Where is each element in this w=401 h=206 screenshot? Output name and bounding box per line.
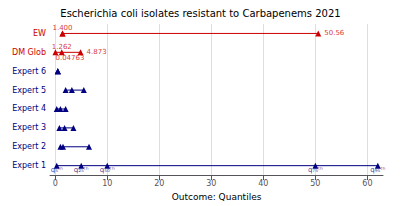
svg-text:50: 50 [310, 179, 320, 188]
svg-text:q₅₀ᵗʰ: q₅₀ᵗʰ [100, 166, 115, 174]
svg-text:Escherichia coli isolates resi: Escherichia coli isolates resistant to C… [60, 8, 340, 19]
svg-text:0: 0 [53, 179, 58, 188]
svg-text:Expert 3: Expert 3 [12, 123, 46, 132]
svg-text:Expert 6: Expert 6 [12, 67, 46, 76]
svg-text:1.400: 1.400 [52, 24, 72, 32]
svg-text:20: 20 [154, 179, 164, 188]
svg-text:Expert 1: Expert 1 [12, 161, 46, 170]
svg-text:q₂₅ᵗʰ: q₂₅ᵗʰ [74, 166, 89, 174]
svg-text:Expert 4: Expert 4 [12, 104, 46, 113]
svg-text:30: 30 [206, 179, 216, 188]
svg-text:DM Glob: DM Glob [12, 48, 46, 57]
svg-text:10: 10 [102, 179, 112, 188]
svg-text:Outcome: Quantiles: Outcome: Quantiles [172, 192, 262, 202]
svg-text:q₅ᵗʰ: q₅ᵗʰ [51, 166, 63, 174]
svg-text:Expert 2: Expert 2 [12, 142, 46, 151]
svg-text:0.04763: 0.04763 [55, 54, 84, 62]
svg-text:40: 40 [258, 179, 268, 188]
svg-text:EW: EW [33, 29, 46, 38]
svg-text:4.873: 4.873 [87, 48, 107, 56]
svg-text:50.56: 50.56 [324, 29, 345, 37]
svg-text:q₇₅ᵗʰ: q₇₅ᵗʰ [308, 166, 323, 174]
svg-text:q₉₅ᵗʰ: q₉₅ᵗʰ [370, 166, 385, 174]
svg-text:1.262: 1.262 [52, 43, 72, 51]
svg-text:60: 60 [362, 179, 372, 188]
svg-text:Expert 5: Expert 5 [12, 86, 46, 95]
